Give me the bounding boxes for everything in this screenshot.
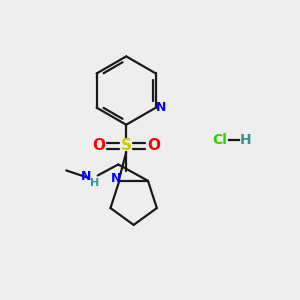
Text: N: N [155, 100, 166, 114]
Text: S: S [121, 138, 132, 153]
Text: O: O [147, 138, 161, 153]
Text: N: N [81, 170, 92, 183]
Text: H: H [90, 178, 99, 188]
Text: O: O [92, 138, 105, 153]
Text: H: H [239, 133, 251, 147]
Text: N: N [111, 172, 121, 185]
Text: Cl: Cl [212, 133, 227, 147]
